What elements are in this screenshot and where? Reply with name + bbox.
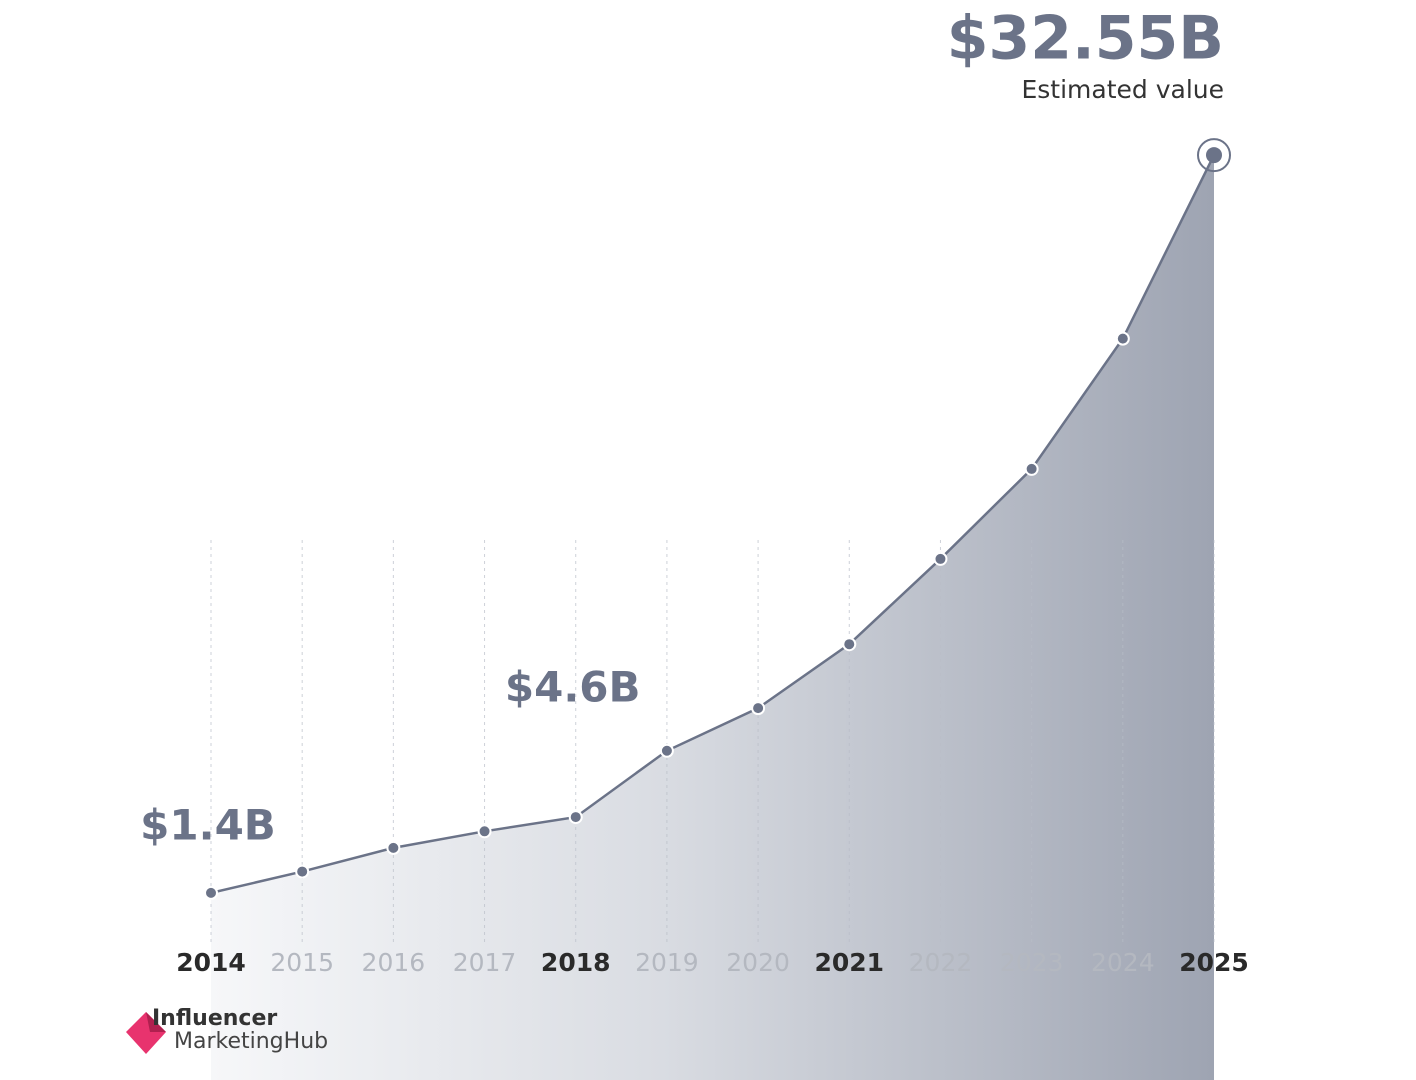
x-tick-label: 2014 [176,948,246,977]
x-tick-label: 2017 [453,948,517,977]
marker [842,637,857,652]
logo-icon-shade [146,1012,166,1032]
marker [751,701,766,716]
annotation: Estimated value [1021,75,1224,104]
value-label: $4.6B [505,663,641,712]
marker [295,864,310,879]
value-label: $32.55B [947,4,1224,74]
line [210,154,1216,895]
marker [933,551,948,566]
marker-ring [1197,138,1231,173]
x-tick-label: 2015 [270,948,334,977]
x-tick-label: 2024 [1091,948,1155,977]
value-label: $1.4B [140,800,276,849]
logo-line2: MarketingHub [174,1029,328,1054]
x-tick-label: 2020 [726,948,790,977]
marker [568,810,583,825]
area [211,155,1214,1080]
x-tick-label: 2016 [362,948,426,977]
logo-line1: Influencer [152,1006,277,1031]
marker [386,840,401,855]
marker [477,824,492,839]
marker [1024,461,1039,476]
marker [1206,147,1222,164]
x-tick-label: 2018 [541,948,611,977]
logo: Influencer MarketingHub [126,1006,328,1054]
x-tick-label: 2019 [635,948,699,977]
x-tick-label: 2021 [814,948,884,977]
x-tick-label: 2023 [1000,948,1064,977]
x-tick-label: 2022 [909,948,973,977]
x-tick-label: 2025 [1179,948,1249,977]
marker [1115,331,1130,346]
marker [659,743,674,758]
marker [204,885,218,900]
